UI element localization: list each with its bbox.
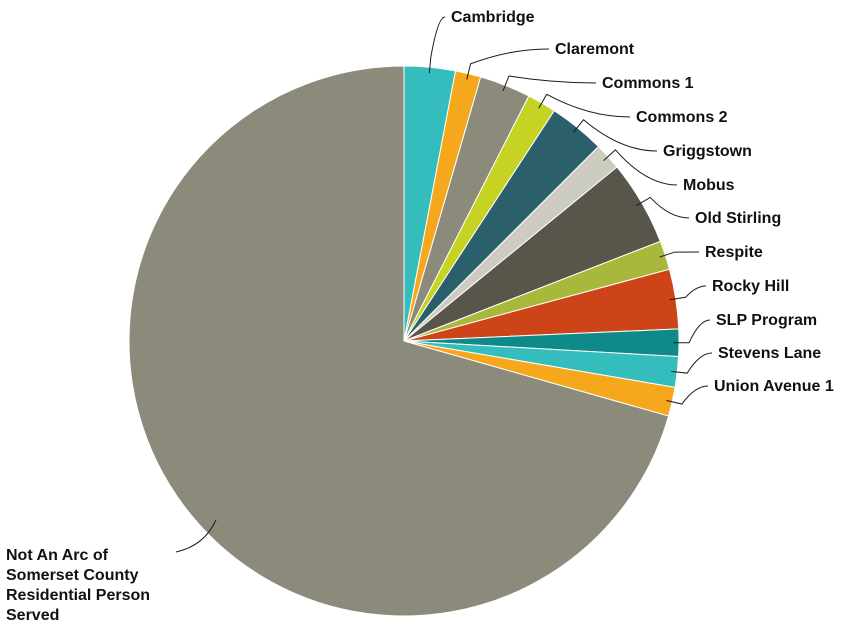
label-not-an-arc-of-somerset-county-residential-person-served: Not An Arc of Somerset County Residential …: [6, 547, 150, 624]
label-union-avenue-1: Union Avenue 1: [714, 378, 834, 395]
leader-line-griggstown: [573, 118, 658, 152]
label-stevens-lane: Stevens Lane: [718, 345, 821, 362]
leader-line-commons-2: [538, 93, 631, 118]
label-respite: Respite: [705, 244, 763, 261]
leader-line-respite: [659, 251, 700, 258]
leader-lines: [175, 16, 713, 553]
leader-line-not-an-arc-of-somerset-county-residential-person-served: [175, 519, 217, 553]
label-commons-2: Commons 2: [636, 109, 728, 126]
label-slp-program: SLP Program: [716, 312, 817, 329]
label-claremont: Claremont: [555, 41, 635, 58]
leader-line-old-stirling: [636, 196, 690, 219]
label-old-stirling: Old Stirling: [695, 210, 781, 227]
leader-line-slp-program: [672, 319, 711, 344]
label-rocky-hill: Rocky Hill: [712, 278, 789, 295]
leader-line-claremont: [466, 48, 550, 80]
leader-line-cambridge: [428, 16, 446, 74]
leader-line-stevens-lane: [671, 352, 713, 374]
label-cambridge: Cambridge: [451, 9, 535, 26]
label-mobus: Mobus: [683, 177, 735, 194]
leader-line-commons-1: [502, 75, 597, 92]
pie-slices: [128, 65, 680, 617]
slice-labels: Cambridge Claremont Commons 1 Commons 2 Grig…: [6, 9, 834, 624]
leader-line-mobus: [603, 149, 678, 186]
slice-not-an-arc-of-somerset-county-residential-person-served: [128, 65, 670, 617]
label-commons-1: Commons 1: [602, 75, 694, 92]
leader-line-rocky-hill: [669, 285, 707, 301]
leader-line-union-avenue-1: [666, 385, 709, 405]
label-griggstown: Griggstown: [663, 143, 752, 160]
